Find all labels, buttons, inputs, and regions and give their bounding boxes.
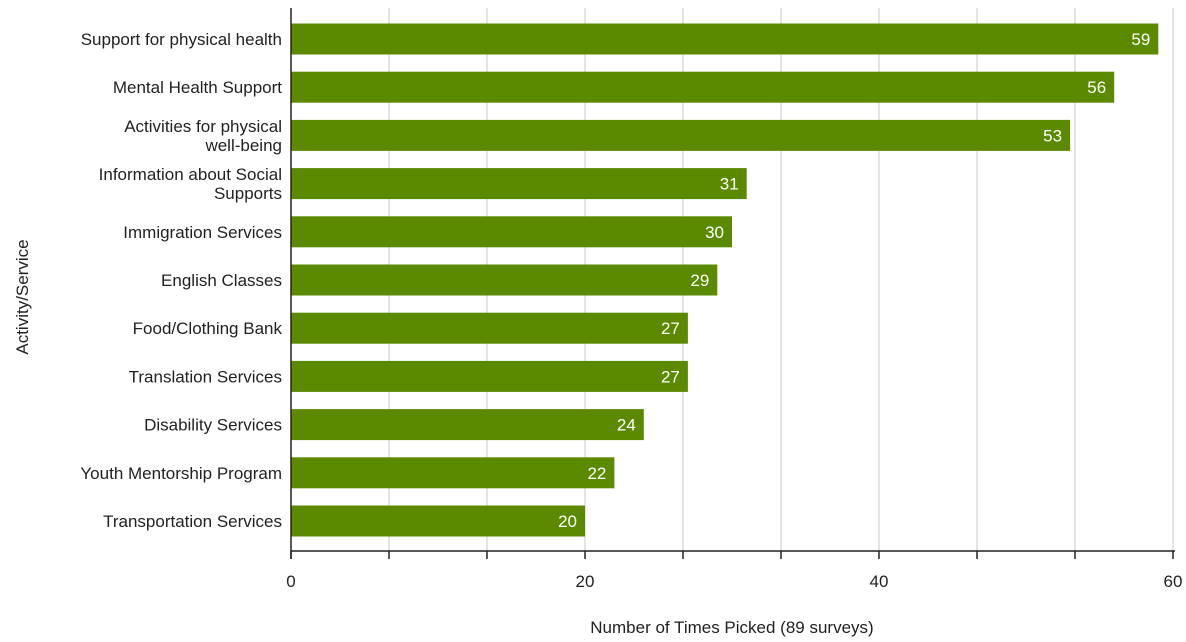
category-label: Information about Social Supports <box>99 165 282 203</box>
category-label: English Classes <box>161 271 282 290</box>
category-label: Support for physical health <box>81 30 282 49</box>
category-label: Transportation Services <box>103 512 282 531</box>
x-tick-label: 0 <box>286 572 295 591</box>
axis-layer <box>290 8 1175 559</box>
bar <box>291 360 688 392</box>
label-layer: 0 20 40 60 59 Support for physical health 56 Me… <box>80 30 1182 591</box>
bar <box>291 71 1115 103</box>
x-tick-label: 60 <box>1164 572 1183 591</box>
bar <box>291 312 688 344</box>
bar <box>291 457 615 489</box>
category-label: Activities for physical well-being <box>124 117 282 155</box>
bar-value-label: 29 <box>690 271 709 290</box>
bar-value-label: 31 <box>720 175 739 194</box>
category-label: Translation Services <box>129 367 282 386</box>
bar-layer <box>291 23 1159 537</box>
x-tick-label: 20 <box>576 572 595 591</box>
bar-value-label: 22 <box>587 464 606 483</box>
bar <box>291 409 644 441</box>
category-label: Youth Mentorship Program <box>80 464 282 483</box>
category-label: Disability Services <box>144 416 282 435</box>
bar-value-label: 53 <box>1043 126 1062 145</box>
bar <box>291 505 585 537</box>
category-label: Mental Health Support <box>113 78 282 97</box>
bar-value-label: 24 <box>617 416 636 435</box>
bar <box>291 119 1071 151</box>
bar <box>291 264 718 296</box>
bar <box>291 23 1159 55</box>
x-axis-title: Number of Times Picked (89 surveys) <box>590 618 873 637</box>
category-label: Immigration Services <box>123 223 282 242</box>
category-label: Food/Clothing Bank <box>133 319 283 338</box>
bar <box>291 168 747 200</box>
bar-value-label: 30 <box>705 223 724 242</box>
bar <box>291 216 732 248</box>
bar-value-label: 20 <box>558 512 577 531</box>
bar-value-label: 27 <box>661 367 680 386</box>
bar-value-label: 56 <box>1087 78 1106 97</box>
y-axis-title: Activity/Service <box>13 239 32 354</box>
x-tick-label: 40 <box>870 572 889 591</box>
bar-value-label: 59 <box>1131 30 1150 49</box>
bar-value-label: 27 <box>661 319 680 338</box>
